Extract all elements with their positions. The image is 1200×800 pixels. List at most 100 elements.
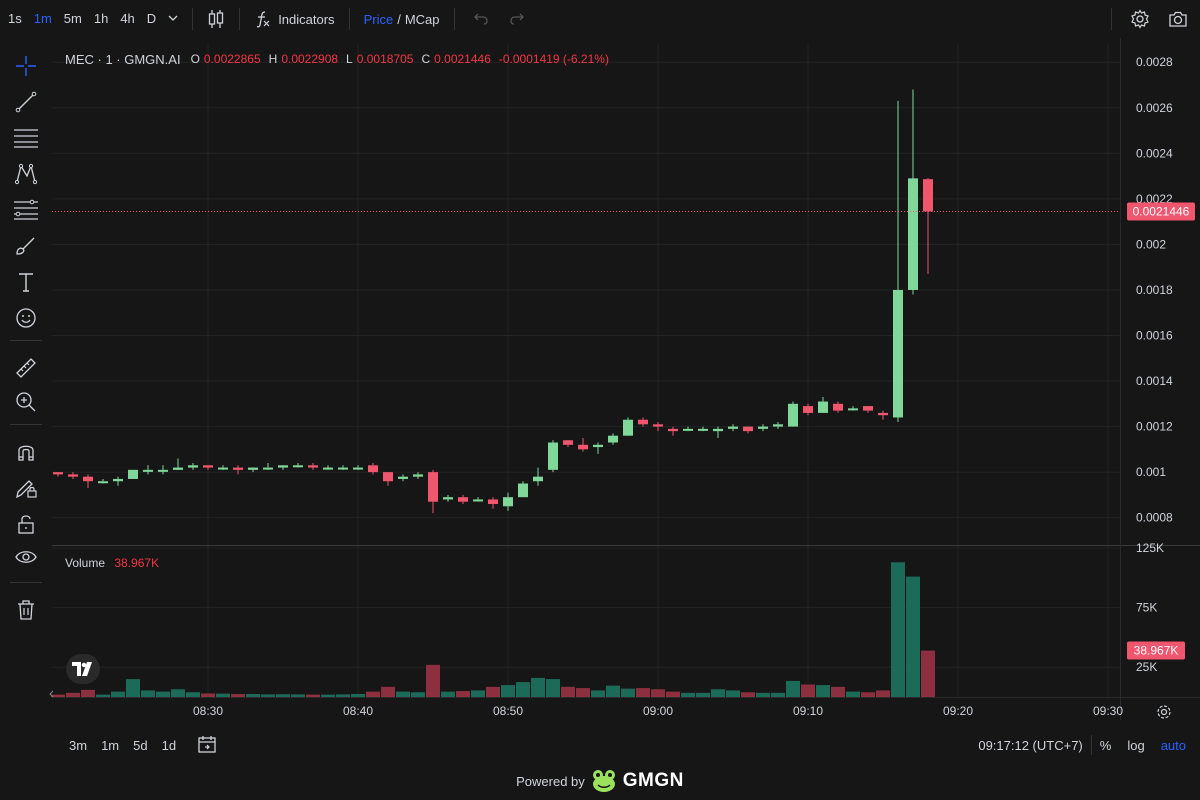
timeframe-1s[interactable]: 1s (8, 11, 22, 26)
visibility-tool[interactable] (12, 544, 40, 572)
range-1m[interactable]: 1m (101, 737, 120, 753)
clock-timezone[interactable]: 09:17:12 (UTC+7) (978, 737, 1083, 753)
candle-body (428, 472, 438, 502)
smiley-icon (16, 308, 36, 328)
price-mcap-toggle[interactable]: Price / MCap (358, 0, 446, 38)
magnet-icon (18, 445, 34, 461)
timeframe-D[interactable]: D (146, 11, 157, 26)
bottom-toolbar: 3m 1m 5d 1d 09:17:12 (UTC+7) % log auto (0, 730, 1200, 760)
delete-drawings-tool[interactable] (12, 596, 40, 624)
tradingview-logo[interactable] (66, 654, 100, 684)
toolbar-divider (453, 8, 455, 30)
volume-bar (891, 562, 905, 697)
candle-type-button[interactable] (201, 0, 231, 38)
price-tick-label: 0.001 (1136, 465, 1166, 479)
mcap-option[interactable]: MCap (404, 11, 440, 27)
measure-tool[interactable] (12, 354, 40, 382)
timeframe-1m[interactable]: 1m (33, 11, 52, 26)
timeframe-5m[interactable]: 5m (63, 11, 82, 26)
camera-icon (1169, 11, 1187, 27)
unlock-tool[interactable] (12, 510, 40, 538)
undo-button[interactable] (463, 0, 499, 38)
log-toggle[interactable]: log (1127, 737, 1145, 753)
volume-bar (486, 686, 500, 697)
candle-body (698, 428, 708, 431)
top-toolbar: 1s 1m 5m 1h 4h D Indicators Price / MCap (0, 0, 1200, 38)
volume-bar (786, 680, 800, 697)
volume-bar (201, 693, 215, 697)
brush-tool[interactable] (12, 232, 40, 260)
magnet-tool[interactable] (12, 438, 40, 466)
range-3m[interactable]: 3m (69, 737, 88, 753)
range-5d[interactable]: 5d (133, 737, 148, 753)
go-to-date-button[interactable] (183, 734, 224, 757)
candle-body (53, 472, 63, 475)
gear-ring (1157, 705, 1171, 719)
candle-body (638, 419, 648, 425)
timeframe-1h[interactable]: 1h (93, 11, 109, 26)
volume-bar (441, 691, 455, 697)
tradingview-logo-icon (72, 662, 92, 676)
close-value: 0.0021446 (434, 52, 491, 66)
candle-body (143, 469, 153, 472)
candle-body (173, 467, 183, 470)
price-tick-label: 0.0014 (1136, 374, 1173, 388)
candle-body (548, 442, 558, 470)
lock-icon (18, 515, 34, 534)
volume-bar (846, 691, 860, 697)
price-tick-label: 0.0016 (1136, 328, 1173, 342)
redo-button[interactable] (499, 0, 535, 38)
candle-body (908, 178, 918, 290)
candle-body (878, 412, 888, 416)
candle-body (353, 467, 363, 470)
indicators-button[interactable]: Indicators (248, 0, 340, 38)
volume-bar (126, 679, 140, 697)
axis-settings-gear-icon (1157, 705, 1171, 719)
settings-button[interactable] (1120, 0, 1160, 38)
candle-body (68, 474, 78, 477)
auto-toggle[interactable]: auto (1160, 737, 1186, 753)
candle-body (788, 403, 798, 427)
candle-body (683, 428, 693, 431)
last-price-tag-label: 0.0021446 (1133, 204, 1190, 218)
price-tick-label: 0.0024 (1136, 146, 1173, 160)
emoji-tool[interactable] (12, 304, 40, 332)
crosshair-tool[interactable] (12, 52, 40, 80)
timeframe-4h[interactable]: 4h (120, 11, 135, 26)
trend-line-tool[interactable] (12, 88, 40, 116)
powered-by-footer: Powered by GMGN (0, 766, 1200, 796)
volume-bar (726, 690, 740, 697)
calendar-icon (198, 735, 216, 753)
price-tick-label: 0.0026 (1136, 101, 1173, 115)
timeframe-dropdown-chevron-icon[interactable] (162, 0, 184, 38)
zoom-tool[interactable] (12, 388, 40, 416)
pattern-tool[interactable] (12, 160, 40, 188)
candle-body (203, 465, 213, 468)
candle-body (848, 408, 858, 411)
price-option[interactable]: Price (363, 11, 394, 27)
price-tick-label: 0.0008 (1136, 511, 1173, 525)
volume-bar (771, 692, 785, 697)
toolbar-divider (348, 8, 350, 30)
toolbar-divider (239, 8, 241, 30)
fib-retracement-icon (14, 199, 38, 220)
text-tool[interactable] (12, 268, 40, 296)
candle-body (743, 426, 753, 432)
symbol-label[interactable]: MEC · 1 · GMGN.AI (65, 52, 181, 67)
candle-body (728, 426, 738, 429)
range-1d[interactable]: 1d (161, 737, 177, 753)
gear-center (1160, 708, 1168, 716)
volume-bar (906, 576, 920, 697)
percent-toggle[interactable]: % (1099, 737, 1112, 753)
candle-body (158, 469, 168, 472)
fib-tool[interactable] (12, 196, 40, 224)
lock-drawings-tool[interactable] (12, 474, 40, 502)
screenshot-button[interactable] (1160, 0, 1200, 38)
volume-bar (171, 689, 185, 697)
zoom-in-icon (16, 392, 36, 412)
horizontal-lines-tool[interactable] (12, 124, 40, 152)
volume-label[interactable]: Volume (65, 556, 106, 570)
candle-body (323, 467, 333, 470)
volume-bar (141, 690, 155, 697)
